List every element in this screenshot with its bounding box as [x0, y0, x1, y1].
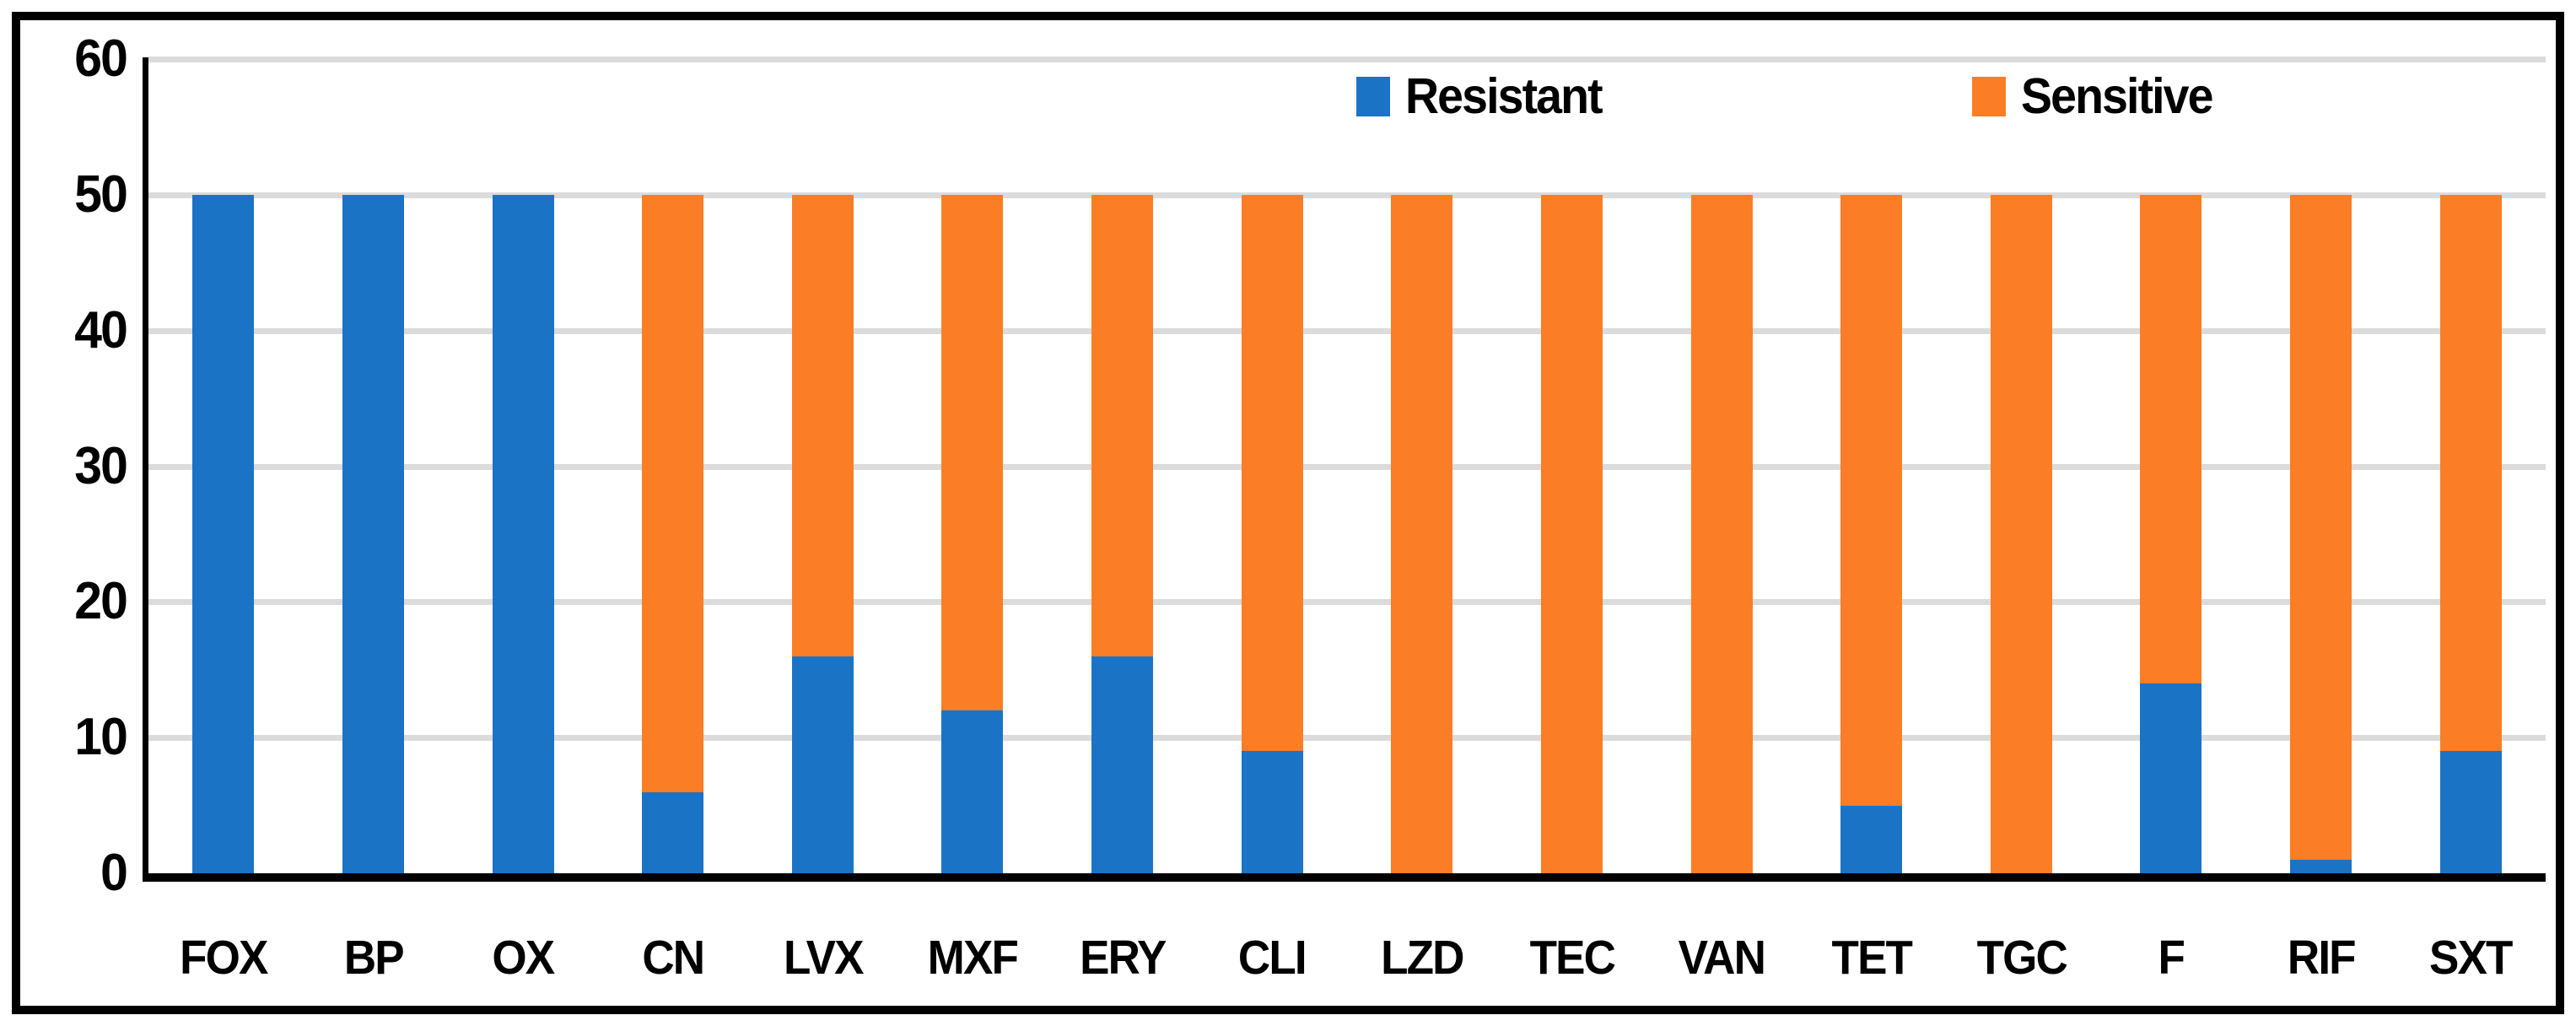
bar-cell-lvx — [748, 59, 898, 873]
gridline-y10 — [148, 735, 2546, 742]
stacked-bar-f — [2140, 194, 2202, 873]
legend-label-sensitive: Sensitive — [2021, 68, 2213, 124]
bar-segment-lvx-resistant — [791, 656, 854, 873]
bar-cell-ery — [1048, 59, 1198, 873]
chart-figure: 0 10 20 30 40 50 60 FOX BP OX CN LVX MXF ERY CLI LZD TE… — [12, 12, 2564, 1014]
bar-segment-cli-sensitive — [1241, 194, 1303, 752]
chart-inner: 0 10 20 30 40 50 60 FOX BP OX CN LVX MXF ERY CLI LZD TE… — [20, 20, 2556, 1006]
stacked-bar-sxt — [2439, 194, 2502, 873]
bar-cell-f — [2096, 59, 2246, 873]
bar-cell-fox — [148, 59, 299, 873]
bar-segment-f-resistant — [2140, 683, 2202, 873]
legend-item-sensitive: Sensitive — [1972, 68, 2224, 124]
bar-segment-mxf-resistant — [941, 710, 1004, 873]
bar-segment-cli-resistant — [1241, 751, 1303, 873]
bar-segment-cn-resistant — [642, 791, 704, 873]
bar-segment-mxf-sensitive — [941, 194, 1004, 710]
stacked-bar-mxf — [941, 194, 1004, 873]
x-label-lvx: LVX — [783, 931, 864, 985]
bar-cell-ox — [448, 59, 598, 873]
bar-segment-sxt-resistant — [2439, 751, 2502, 873]
x-label-sxt: SXT — [2429, 931, 2513, 985]
bar-segment-lvx-sensitive — [791, 194, 854, 656]
x-label-cn: CN — [642, 931, 705, 985]
y-tick-label-50: 50 — [74, 165, 128, 224]
stacked-bar-tgc — [1990, 194, 2052, 873]
x-label-rif: RIF — [2287, 931, 2357, 985]
bar-segment-tec-sensitive — [1540, 194, 1603, 873]
stacked-bar-ery — [1091, 194, 1154, 873]
bar-segment-cn-sensitive — [642, 194, 704, 792]
bar-segment-tet-sensitive — [1840, 194, 1903, 806]
bar-segment-tgc-sensitive — [1990, 194, 2052, 873]
stacked-bar-lzd — [1391, 194, 1453, 873]
gridline-y50 — [148, 192, 2546, 198]
x-label-lzd: LZD — [1381, 931, 1464, 985]
bar-segment-bp-resistant — [342, 194, 404, 873]
stacked-bar-van — [1690, 194, 1753, 873]
bar-segment-f-sensitive — [2140, 194, 2202, 683]
bar-segment-tet-resistant — [1840, 805, 1903, 873]
gridline-y60 — [148, 57, 2546, 62]
bar-segment-ox-resistant — [492, 194, 554, 873]
bar-cell-sxt — [2395, 59, 2546, 873]
bar-cell-bp — [299, 59, 449, 873]
bar-segment-ery-resistant — [1091, 656, 1154, 873]
y-tick-label-0: 0 — [100, 844, 128, 902]
x-label-fox: FOX — [180, 931, 268, 985]
legend-item-resistant: Resistant — [1356, 68, 1614, 124]
x-label-mxf: MXF — [927, 931, 1019, 985]
x-axis-line — [143, 873, 2546, 882]
y-tick-label-40: 40 — [74, 300, 128, 359]
bar-segment-van-sensitive — [1690, 194, 1753, 873]
stacked-bar-rif — [2290, 194, 2352, 873]
x-label-ery: ERY — [1079, 931, 1167, 985]
stacked-bar-tec — [1540, 194, 1603, 873]
stacked-bar-bp — [342, 194, 404, 873]
stacked-bar-cli — [1241, 194, 1303, 873]
y-tick-label-20: 20 — [74, 572, 128, 631]
y-axis-line — [143, 57, 148, 882]
gridline-y20 — [148, 599, 2546, 606]
stacked-bar-lvx — [791, 194, 854, 873]
bar-segment-ery-sensitive — [1091, 194, 1154, 656]
bar-cell-cn — [598, 59, 748, 873]
x-label-tgc: TGC — [1976, 931, 2067, 985]
stacked-bar-ox — [492, 194, 554, 873]
y-tick-label-60: 60 — [74, 30, 128, 88]
bar-cell-mxf — [897, 59, 1048, 873]
legend-label-resistant: Resistant — [1405, 68, 1603, 124]
x-label-f: F — [2158, 931, 2185, 985]
x-label-ox: OX — [492, 931, 556, 985]
bar-segment-lzd-sensitive — [1391, 194, 1453, 873]
y-tick-label-10: 10 — [74, 708, 128, 767]
x-label-van: VAN — [1678, 931, 1766, 985]
gridline-y40 — [148, 327, 2546, 334]
bar-segment-fox-resistant — [192, 194, 255, 873]
gridline-y30 — [148, 463, 2546, 470]
stacked-bar-tet — [1840, 194, 1903, 873]
bar-segment-rif-resistant — [2290, 859, 2352, 873]
stacked-bar-fox — [192, 194, 255, 873]
x-axis-category-labels: FOX BP OX CN LVX MXF ERY CLI LZD TEC VAN TET TGC F RIF… — [148, 930, 2546, 986]
bar-cell-lzd — [1347, 59, 1497, 873]
bar-segment-sxt-sensitive — [2439, 194, 2502, 752]
legend-marker-sensitive — [1972, 76, 2006, 116]
bar-cell-tgc — [1947, 59, 2097, 873]
bar-cell-tec — [1497, 59, 1647, 873]
bar-cell-tet — [1797, 59, 1947, 873]
bar-cell-rif — [2246, 59, 2396, 873]
stacked-bar-cn — [642, 194, 704, 873]
x-label-tec: TEC — [1529, 931, 1615, 985]
bar-cell-van — [1646, 59, 1797, 873]
legend-marker-resistant — [1356, 76, 1390, 116]
x-label-cli: CLI — [1238, 931, 1307, 985]
x-label-bp: BP — [343, 931, 404, 985]
x-label-tet: TET — [1831, 931, 1912, 985]
y-tick-label-30: 30 — [74, 436, 128, 495]
plot-area — [148, 59, 2546, 873]
bar-cell-cli — [1197, 59, 1347, 873]
bar-segment-rif-sensitive — [2290, 194, 2352, 860]
